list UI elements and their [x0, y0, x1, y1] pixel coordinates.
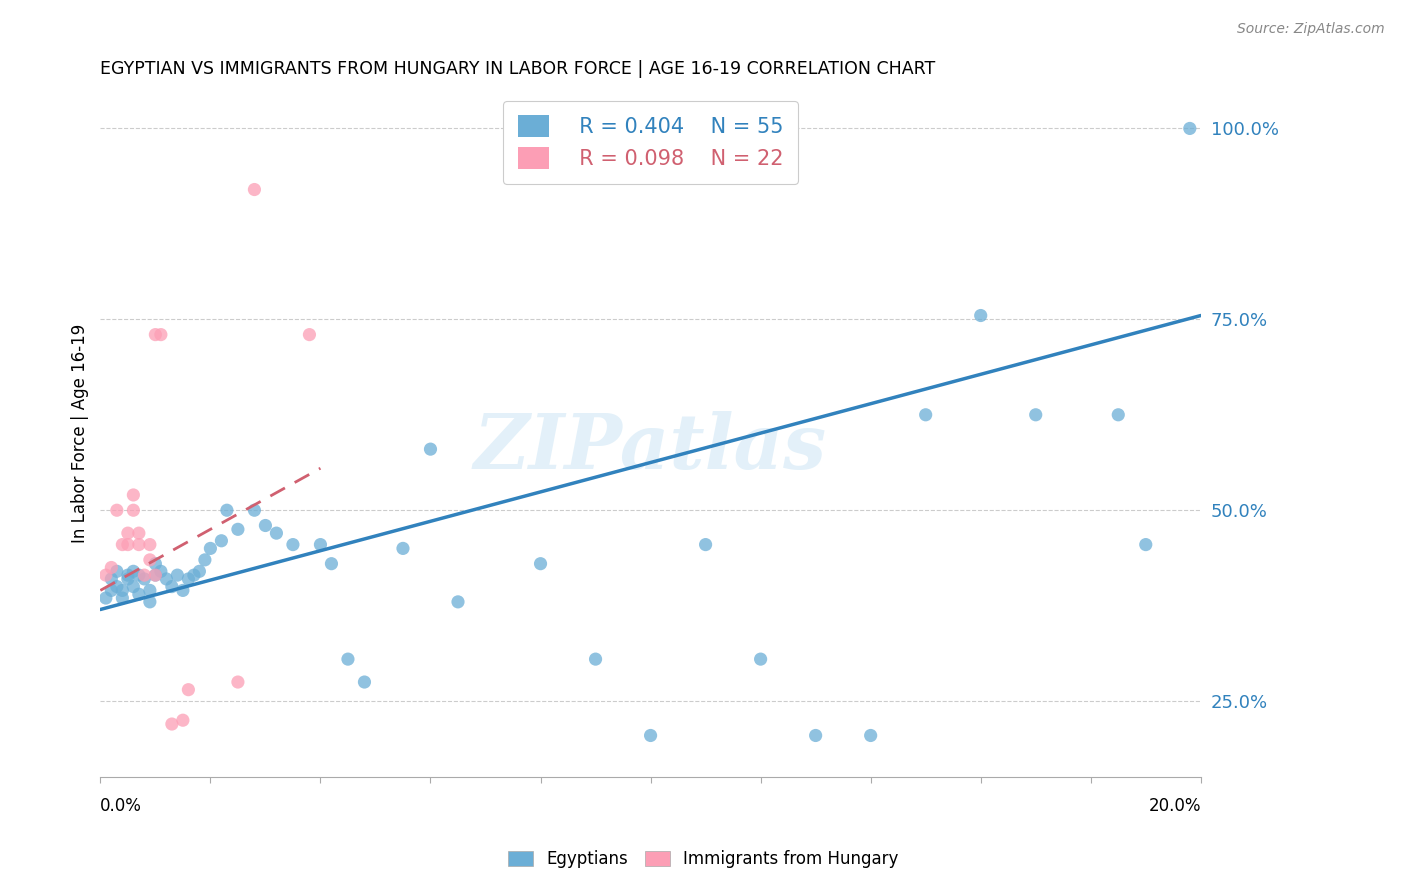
- Point: [970, 309, 993, 323]
- Point: [1178, 121, 1201, 136]
- Point: [640, 729, 662, 743]
- Point: [128, 587, 150, 601]
- Point: [243, 182, 266, 196]
- Point: [117, 526, 139, 541]
- Point: [419, 442, 441, 457]
- Point: [122, 564, 145, 578]
- Point: [117, 572, 139, 586]
- Point: [122, 503, 145, 517]
- Point: [336, 652, 359, 666]
- Point: [145, 327, 167, 342]
- Point: [128, 568, 150, 582]
- Point: [111, 591, 134, 605]
- Point: [139, 583, 162, 598]
- Point: [122, 580, 145, 594]
- Point: [105, 580, 128, 594]
- Point: [695, 538, 717, 552]
- Point: [1135, 538, 1157, 552]
- Point: [749, 652, 772, 666]
- Y-axis label: In Labor Force | Age 16-19: In Labor Force | Age 16-19: [72, 325, 89, 543]
- Point: [353, 675, 375, 690]
- Point: [529, 557, 551, 571]
- Point: [1025, 408, 1047, 422]
- Point: [100, 572, 122, 586]
- Point: [128, 526, 150, 541]
- Point: [145, 568, 167, 582]
- Point: [215, 503, 238, 517]
- Text: EGYPTIAN VS IMMIGRANTS FROM HUNGARY IN LABOR FORCE | AGE 16-19 CORRELATION CHART: EGYPTIAN VS IMMIGRANTS FROM HUNGARY IN L…: [100, 60, 935, 78]
- Point: [172, 713, 194, 727]
- Point: [447, 595, 470, 609]
- Point: [321, 557, 343, 571]
- Point: [155, 572, 177, 586]
- Point: [177, 572, 200, 586]
- Point: [139, 553, 162, 567]
- Point: [1107, 408, 1129, 422]
- Point: [94, 591, 117, 605]
- Legend: Egyptians, Immigrants from Hungary: Egyptians, Immigrants from Hungary: [501, 844, 905, 875]
- Point: [166, 568, 188, 582]
- Point: [281, 538, 304, 552]
- Point: [859, 729, 882, 743]
- Point: [105, 503, 128, 517]
- Point: [254, 518, 277, 533]
- Point: [172, 583, 194, 598]
- Point: [134, 568, 156, 582]
- Point: [309, 538, 332, 552]
- Point: [100, 560, 122, 574]
- Point: [100, 583, 122, 598]
- Point: [105, 564, 128, 578]
- Point: [128, 538, 150, 552]
- Point: [134, 572, 156, 586]
- Text: 0.0%: 0.0%: [100, 797, 142, 814]
- Point: [266, 526, 288, 541]
- Point: [209, 533, 232, 548]
- Text: ZIPatlas: ZIPatlas: [474, 410, 827, 484]
- Text: 20.0%: 20.0%: [1149, 797, 1201, 814]
- Point: [200, 541, 222, 556]
- Point: [804, 729, 827, 743]
- Point: [94, 568, 117, 582]
- Point: [122, 488, 145, 502]
- Point: [177, 682, 200, 697]
- Point: [160, 580, 183, 594]
- Point: [111, 538, 134, 552]
- Point: [111, 583, 134, 598]
- Point: [183, 568, 205, 582]
- Point: [149, 564, 172, 578]
- Point: [914, 408, 936, 422]
- Point: [298, 327, 321, 342]
- Point: [226, 522, 249, 536]
- Point: [392, 541, 415, 556]
- Point: [139, 538, 162, 552]
- Point: [243, 503, 266, 517]
- Legend:   R = 0.404    N = 55,   R = 0.098    N = 22: R = 0.404 N = 55, R = 0.098 N = 22: [503, 101, 797, 184]
- Point: [188, 564, 211, 578]
- Point: [226, 675, 249, 690]
- Point: [149, 327, 172, 342]
- Point: [117, 538, 139, 552]
- Point: [139, 595, 162, 609]
- Point: [145, 557, 167, 571]
- Point: [160, 717, 183, 731]
- Point: [194, 553, 217, 567]
- Point: [585, 652, 607, 666]
- Point: [145, 568, 167, 582]
- Point: [117, 568, 139, 582]
- Text: Source: ZipAtlas.com: Source: ZipAtlas.com: [1237, 22, 1385, 37]
